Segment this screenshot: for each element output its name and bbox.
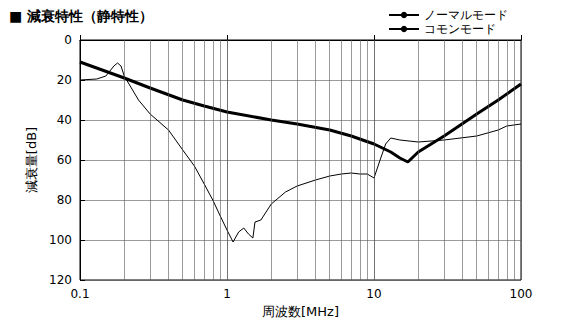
svg-text:周波数[MHz]: 周波数[MHz]: [262, 304, 339, 319]
svg-text:40: 40: [57, 113, 72, 127]
svg-text:コモンモード: コモンモード: [424, 22, 496, 36]
svg-text:■ 減衰特性（静特性）: ■ 減衰特性（静特性）: [9, 8, 153, 24]
svg-text:0.1: 0.1: [70, 287, 89, 301]
svg-text:120: 120: [49, 273, 72, 287]
svg-text:60: 60: [57, 153, 72, 167]
svg-text:10: 10: [366, 287, 381, 301]
svg-text:0: 0: [64, 33, 72, 47]
svg-text:1: 1: [223, 287, 231, 301]
svg-text:80: 80: [57, 193, 72, 207]
svg-text:100: 100: [510, 287, 533, 301]
svg-text:20: 20: [57, 73, 72, 87]
svg-text:100: 100: [49, 233, 72, 247]
svg-text:ノーマルモード: ノーマルモード: [424, 8, 508, 22]
svg-text:減衰量[dB]: 減衰量[dB]: [24, 127, 39, 193]
